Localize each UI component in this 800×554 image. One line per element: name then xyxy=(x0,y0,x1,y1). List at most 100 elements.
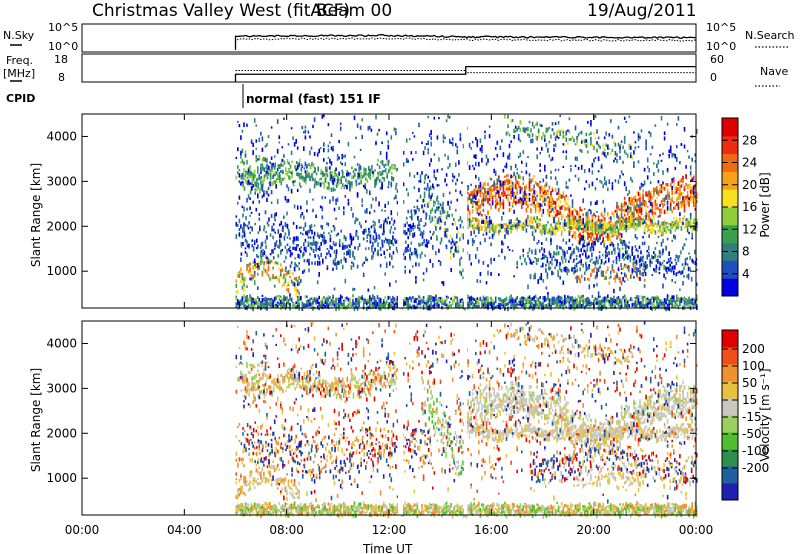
range-cell xyxy=(349,172,352,175)
range-cell xyxy=(353,115,356,121)
range-cell xyxy=(646,213,649,217)
range-cell xyxy=(568,225,571,231)
range-cell xyxy=(386,175,388,179)
range-cell xyxy=(287,198,290,203)
range-cell xyxy=(294,246,296,251)
range-cell xyxy=(696,303,698,308)
range-cell xyxy=(608,224,611,228)
range-cell xyxy=(511,175,514,178)
range-cell xyxy=(557,227,560,232)
range-cell xyxy=(534,134,537,139)
range-cell xyxy=(282,164,284,167)
range-cell xyxy=(686,300,689,304)
range-cell xyxy=(636,198,638,204)
range-cell xyxy=(553,300,555,306)
range-cell xyxy=(585,217,588,221)
range-cell xyxy=(521,224,523,229)
range-cell xyxy=(568,246,570,250)
range-cell xyxy=(591,240,594,243)
range-cell xyxy=(621,243,624,246)
range-cell xyxy=(287,281,290,285)
range-cell xyxy=(368,228,370,233)
range-cell xyxy=(404,223,406,228)
range-cell xyxy=(532,260,535,264)
range-cell xyxy=(610,224,612,229)
range-cell xyxy=(352,301,354,305)
range-cell xyxy=(617,205,620,210)
range-cell xyxy=(626,265,629,270)
range-cell xyxy=(654,199,657,204)
range-cell xyxy=(610,229,612,234)
range-cell xyxy=(269,182,271,187)
range-cell xyxy=(490,296,492,301)
range-cell xyxy=(493,224,495,229)
range-cell xyxy=(307,235,310,239)
range-cell xyxy=(338,182,341,185)
range-cell xyxy=(511,297,514,301)
range-cell xyxy=(485,197,488,201)
range-cell xyxy=(687,274,690,280)
range-cell xyxy=(572,260,575,263)
range-cell xyxy=(289,293,291,297)
range-cell xyxy=(411,215,413,221)
range-cell xyxy=(620,241,622,244)
range-cell xyxy=(388,241,390,246)
range-cell xyxy=(323,236,326,242)
range-cell xyxy=(607,226,609,229)
range-cell xyxy=(510,185,512,189)
range-cell xyxy=(516,225,518,229)
range-cell xyxy=(286,223,289,229)
range-cell xyxy=(674,220,677,224)
range-cell xyxy=(553,132,555,136)
range-cell xyxy=(611,211,614,215)
range-cell xyxy=(562,135,565,139)
range-cell xyxy=(666,261,668,264)
range-cell xyxy=(459,260,461,266)
range-cell xyxy=(677,221,680,227)
range-cell xyxy=(235,283,238,289)
range-cell xyxy=(329,172,332,178)
range-cell xyxy=(514,300,517,303)
range-cell xyxy=(577,304,580,309)
range-cell xyxy=(651,229,654,234)
range-cell xyxy=(241,296,244,301)
range-cell xyxy=(277,174,280,178)
range-cell xyxy=(344,162,347,167)
range-cell xyxy=(425,213,428,217)
range-cell xyxy=(287,270,290,275)
range-cell xyxy=(691,197,693,202)
range-cell xyxy=(269,176,272,181)
range-cell xyxy=(286,159,289,164)
frequency-panel-frame xyxy=(81,53,697,83)
range-cell xyxy=(527,204,529,208)
range-cell xyxy=(390,135,393,140)
range-cell xyxy=(459,299,462,303)
range-cell xyxy=(680,225,683,231)
range-cell xyxy=(378,299,380,304)
range-cell xyxy=(530,128,532,133)
range-cell xyxy=(279,233,281,239)
range-cell xyxy=(286,249,288,254)
range-cell xyxy=(274,242,276,247)
range-cell xyxy=(688,223,690,227)
range-cell xyxy=(252,306,254,312)
range-cell xyxy=(496,202,499,206)
range-cell xyxy=(298,302,300,305)
range-cell xyxy=(517,302,520,305)
range-cell xyxy=(542,132,545,137)
range-cell xyxy=(406,246,408,249)
range-cell xyxy=(303,269,306,273)
range-cell xyxy=(605,229,607,233)
range-cell xyxy=(326,162,328,165)
range-cell xyxy=(261,195,264,199)
range-cell xyxy=(656,203,658,207)
range-cell xyxy=(409,269,411,274)
range-cell xyxy=(238,232,241,237)
range-cell xyxy=(548,305,551,310)
range-cell xyxy=(422,272,425,275)
range-cell xyxy=(567,219,569,223)
range-cell xyxy=(435,226,437,231)
range-cell xyxy=(267,263,270,268)
range-cell xyxy=(674,304,677,307)
range-cell xyxy=(571,210,574,216)
